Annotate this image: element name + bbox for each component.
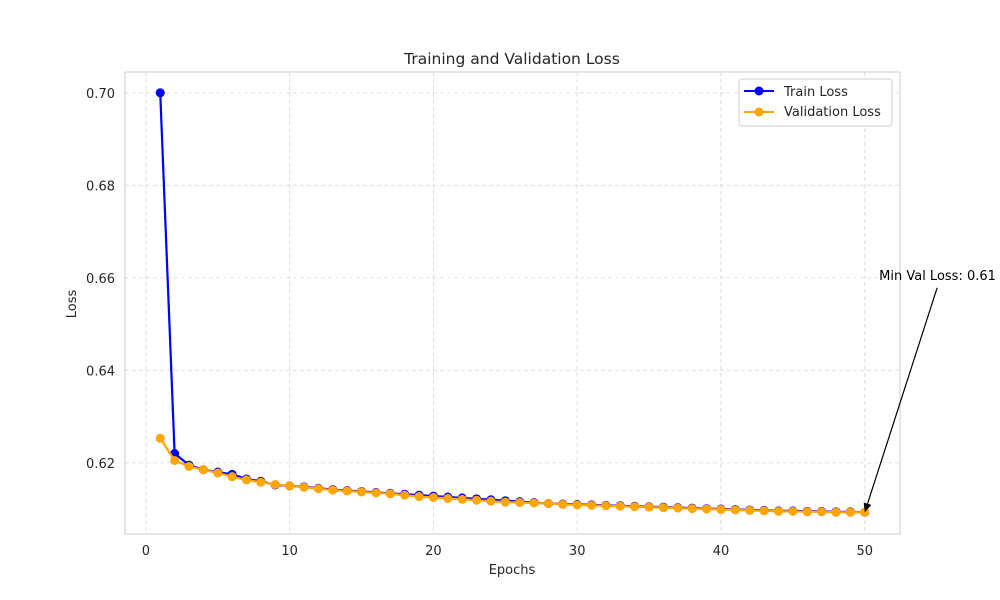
data-point	[716, 504, 726, 514]
series-train	[155, 88, 870, 517]
data-point	[788, 506, 798, 516]
y-tick-label: 0.68	[86, 179, 115, 194]
data-point	[745, 505, 755, 515]
data-point	[572, 500, 582, 510]
data-point	[529, 498, 539, 508]
data-point	[155, 88, 165, 98]
data-point	[256, 477, 266, 487]
data-point	[357, 487, 367, 497]
series-line	[159, 92, 865, 514]
y-tick-label: 0.66	[86, 272, 115, 287]
y-tick-label: 0.62	[86, 457, 115, 472]
data-point	[644, 502, 654, 512]
plot-frame	[124, 71, 901, 535]
data-point	[213, 468, 223, 478]
data-point	[328, 485, 338, 495]
data-point	[845, 507, 855, 517]
min-val-annotation: Min Val Loss: 0.61	[863, 269, 996, 513]
annotation-text: Min Val Loss: 0.61	[879, 269, 996, 284]
x-tick-label: 40	[713, 544, 730, 559]
data-point	[730, 505, 740, 515]
legend-label-train: Train Loss	[783, 85, 848, 100]
data-point	[184, 461, 194, 471]
y-axis-label: Loss	[65, 290, 80, 319]
legend-swatch-validation-marker	[754, 107, 764, 117]
data-point	[270, 480, 280, 490]
data-point	[802, 507, 812, 517]
tick-labels: 0 10 20 30 40 50 0.62 0.64 0.66 0.68 0.70	[86, 87, 873, 559]
data-point	[472, 495, 482, 505]
data-point	[543, 498, 553, 508]
annotation-arrowhead	[863, 502, 872, 513]
data-point	[241, 475, 251, 485]
x-tick-label: 0	[142, 544, 150, 559]
y-tick-label: 0.70	[86, 87, 115, 102]
data-point	[515, 498, 525, 508]
data-point	[227, 472, 237, 482]
data-point	[414, 492, 424, 502]
data-point	[342, 486, 352, 496]
data-point	[400, 490, 410, 500]
data-point	[774, 506, 784, 516]
data-point	[702, 504, 712, 514]
data-point	[831, 507, 841, 517]
data-point	[385, 489, 395, 499]
data-point	[615, 501, 625, 511]
x-axis-label: Epochs	[489, 563, 536, 578]
data-point	[673, 503, 683, 513]
grid-lines	[125, 72, 900, 534]
annotation-arrow	[866, 287, 938, 504]
data-point	[313, 484, 323, 494]
x-tick-label: 10	[281, 544, 298, 559]
data-point	[457, 494, 467, 504]
data-point	[155, 433, 165, 443]
data-point	[687, 504, 697, 514]
data-point	[198, 465, 208, 475]
data-point	[587, 500, 597, 510]
data-point	[371, 488, 381, 498]
x-tick-label: 20	[425, 544, 442, 559]
data-point	[299, 482, 309, 492]
data-point	[285, 481, 295, 491]
data-point	[170, 455, 180, 465]
legend-label-validation: Validation Loss	[784, 105, 881, 120]
legend-swatch-train-marker	[754, 86, 764, 96]
data-point	[658, 503, 668, 513]
legend: Train Loss Validation Loss	[738, 78, 893, 127]
data-point	[759, 506, 769, 516]
data-point	[428, 492, 438, 502]
data-point	[601, 501, 611, 511]
data-point	[443, 493, 453, 503]
data-point	[558, 499, 568, 509]
data-point	[630, 502, 640, 512]
series-layer	[155, 88, 870, 517]
x-tick-label: 50	[856, 544, 873, 559]
x-tick-label: 30	[569, 544, 586, 559]
data-point	[486, 496, 496, 506]
chart-title: Training and Validation Loss	[403, 50, 620, 68]
series-validation	[155, 433, 870, 517]
legend-box	[738, 78, 893, 127]
y-tick-label: 0.64	[86, 364, 115, 379]
data-point	[817, 507, 827, 517]
data-point	[500, 497, 510, 507]
